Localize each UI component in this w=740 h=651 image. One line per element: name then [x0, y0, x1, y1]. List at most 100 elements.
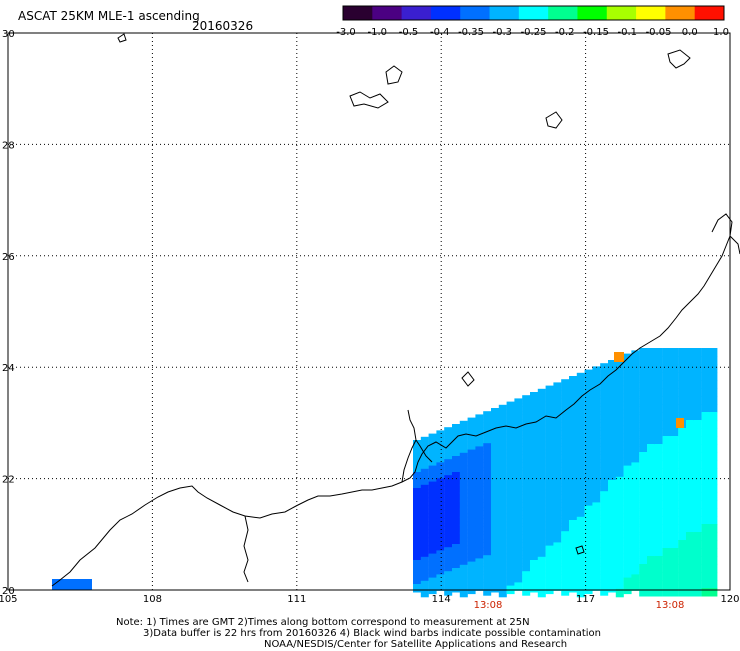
field-cell	[654, 364, 663, 373]
field-cell	[592, 550, 601, 559]
field-cell	[615, 380, 624, 390]
field-cell	[483, 491, 492, 500]
field-cell	[420, 444, 429, 454]
field-cell	[537, 564, 546, 574]
field-cell	[654, 524, 663, 533]
field-cell	[475, 454, 484, 463]
field-cell	[584, 433, 593, 443]
field-cell	[600, 411, 609, 420]
field-cell	[561, 387, 570, 396]
colorbar-swatch	[665, 6, 696, 20]
field-cell	[467, 577, 476, 587]
field-cell	[561, 451, 570, 460]
field-cell	[459, 508, 468, 518]
field-cell	[592, 534, 601, 543]
field-cell	[670, 484, 679, 493]
field-cell	[647, 572, 655, 581]
field-cell	[444, 491, 453, 500]
field-cell	[498, 580, 507, 590]
field-cell	[693, 556, 702, 565]
field-cell	[709, 524, 718, 533]
field-cell	[639, 500, 648, 509]
field-cell	[576, 492, 585, 502]
field-cell	[420, 508, 429, 518]
field-cell	[693, 372, 702, 381]
field-cell	[686, 380, 694, 389]
field-cell	[537, 388, 546, 398]
field-cell	[491, 456, 499, 465]
field-cell	[537, 492, 546, 502]
field-cell	[467, 465, 476, 475]
field-cell	[678, 444, 687, 453]
field-cell	[522, 547, 531, 556]
field-cell	[654, 348, 663, 357]
field-cell	[701, 508, 710, 517]
field-cell	[444, 467, 453, 476]
field-cell	[693, 436, 702, 445]
field-cell	[623, 361, 632, 371]
field-cell	[514, 574, 523, 583]
field-cell	[709, 516, 718, 525]
field-cell	[483, 499, 492, 508]
field-cell	[693, 412, 702, 421]
field-cell	[623, 553, 632, 563]
field-cell	[631, 366, 640, 375]
field-cell	[670, 428, 679, 437]
field-cell	[522, 483, 531, 492]
field-cell	[498, 540, 507, 550]
field-cell	[592, 478, 601, 487]
field-cell	[600, 427, 609, 436]
field-cell	[522, 491, 531, 500]
field-cell	[444, 523, 453, 532]
field-cell	[639, 508, 648, 517]
field-cell	[631, 374, 640, 383]
field-cell	[678, 572, 687, 581]
axis-labels: 105 108 111 114 117 120 20 22 24 26 28 30	[0, 29, 740, 605]
field-cell	[686, 444, 694, 453]
islet-5	[461, 371, 475, 387]
field-cell	[709, 404, 718, 413]
field-cell	[420, 564, 429, 574]
field-cell	[686, 364, 694, 373]
field-cell	[553, 550, 562, 559]
field-cell	[631, 414, 640, 423]
field-cell	[615, 468, 624, 478]
field-cell	[662, 364, 671, 373]
field-cell	[678, 380, 687, 389]
field-cell	[600, 451, 609, 460]
field-cell	[506, 473, 515, 483]
field-cell	[608, 440, 616, 449]
field-cell	[569, 392, 577, 401]
field-cell	[615, 556, 624, 566]
field-cell	[537, 580, 546, 590]
field-cell	[459, 436, 468, 446]
field-cell	[584, 513, 593, 523]
field-cell	[561, 411, 570, 420]
field-cell	[561, 523, 570, 532]
field-cell	[413, 456, 421, 465]
field-cell	[498, 412, 507, 422]
field-cell	[537, 532, 546, 542]
note-line-2: 3)Data buffer is 22 hrs from 20160326 4)…	[143, 628, 601, 639]
field-cell	[647, 508, 655, 517]
field-cell	[452, 536, 460, 545]
field-cell	[670, 348, 679, 357]
field-cell	[530, 528, 538, 537]
field-cell	[608, 472, 616, 481]
field-cell	[514, 462, 523, 471]
field-cell	[452, 504, 460, 513]
field-cell	[475, 470, 484, 479]
field-cell	[639, 364, 648, 373]
field-cell	[709, 412, 718, 421]
field-cell	[506, 561, 515, 571]
field-cell	[498, 468, 507, 478]
field-cell	[584, 473, 593, 483]
field-cell	[592, 470, 601, 479]
field-cell	[514, 542, 523, 551]
field-cell	[678, 404, 687, 413]
field-cell	[608, 416, 616, 425]
field-cell	[647, 436, 655, 445]
field-cell	[600, 563, 609, 572]
field-cell	[709, 468, 718, 477]
field-cell	[639, 396, 648, 405]
